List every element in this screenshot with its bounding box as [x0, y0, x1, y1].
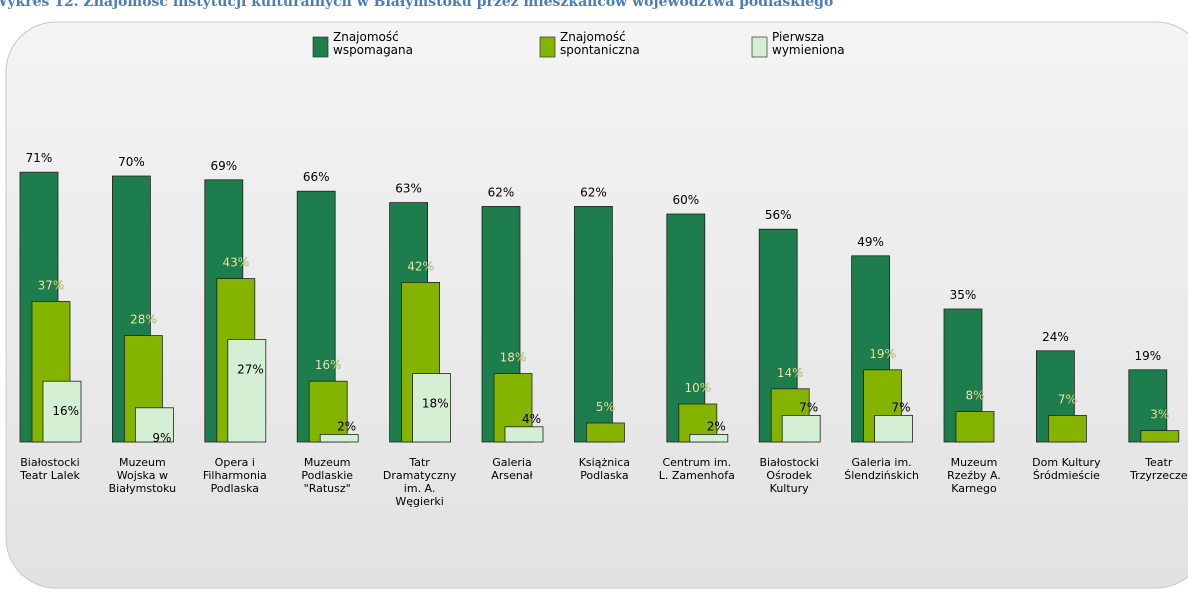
data-label: 9% — [152, 431, 171, 445]
x-tick-label: Teatr Trzyrzecze — [1130, 456, 1188, 482]
x-tick-label: Muzeum Wojska w Białymstoku — [108, 456, 177, 495]
data-label: 19% — [1134, 349, 1161, 363]
data-label: 4% — [522, 412, 541, 426]
legend-swatch — [539, 36, 556, 58]
x-tick-label: Dom Kultury Śródmieście — [1032, 456, 1101, 482]
bar — [42, 380, 82, 443]
data-label: 2% — [337, 419, 356, 433]
legend-label: Znajomość spontaniczna — [560, 30, 640, 57]
x-tick-label: Galeria Arsenał — [491, 456, 533, 482]
data-label: 71% — [26, 151, 53, 165]
data-label: 43% — [222, 256, 249, 270]
data-label: 18% — [422, 397, 449, 411]
legend-label: Pierwsza wymieniona — [772, 30, 845, 57]
data-label: 35% — [950, 288, 977, 302]
bar — [227, 338, 267, 443]
data-label: 27% — [237, 362, 264, 376]
data-label: 56% — [765, 208, 792, 222]
data-label: 70% — [118, 155, 145, 169]
bar — [134, 407, 174, 443]
data-label: 16% — [315, 358, 342, 372]
legend-swatch — [312, 36, 329, 58]
bar — [874, 414, 913, 443]
bar — [574, 205, 613, 443]
data-label: 8% — [965, 389, 984, 403]
x-tick-label: Tatr Dramatyczny im. A. Węgierki — [382, 456, 457, 508]
bar — [1140, 430, 1180, 443]
data-label: 62% — [488, 185, 515, 199]
data-label: 62% — [580, 185, 607, 199]
data-label: 3% — [1150, 408, 1169, 422]
chart-title: Wykres 12. Znajomość instytucji kultural… — [0, 0, 834, 10]
bar — [412, 373, 452, 443]
bar — [319, 433, 359, 443]
data-label: 19% — [869, 347, 896, 361]
bar — [689, 433, 729, 443]
data-label: 7% — [892, 400, 911, 414]
bar — [1048, 414, 1087, 443]
x-tick-label: Muzeum Rzeźby A. Karnego — [947, 456, 1001, 495]
x-tick-label: Opera i Filharmonia Podlaska — [202, 456, 267, 495]
data-label: 63% — [395, 182, 422, 196]
data-label: 66% — [303, 170, 330, 184]
x-tick-label: Muzeum Podlaskie "Ratusz" — [301, 456, 354, 495]
data-label: 2% — [707, 419, 726, 433]
x-tick-label: Galeria im. Ślendzińskich — [844, 456, 919, 482]
data-label: 42% — [407, 259, 434, 273]
data-label: 7% — [1058, 392, 1077, 406]
bar — [504, 426, 544, 443]
data-label: 10% — [684, 381, 711, 395]
data-label: 69% — [210, 159, 237, 173]
bar — [781, 414, 821, 443]
data-label: 37% — [38, 278, 65, 292]
data-label: 14% — [777, 366, 804, 380]
bar — [955, 411, 995, 443]
data-label: 49% — [857, 235, 884, 249]
x-tick-label: Centrum im. L. Zamenhofa — [658, 456, 735, 482]
legend-label: Znajomość wspomagana — [333, 30, 413, 57]
x-tick-label: Książnica Podlaska — [578, 456, 631, 482]
data-label: 60% — [672, 193, 699, 207]
data-label: 16% — [52, 404, 79, 418]
data-label: 24% — [1042, 330, 1069, 344]
data-label: 5% — [596, 400, 615, 414]
data-label: 7% — [799, 400, 818, 414]
x-tick-label: Białostocki Teatr Lalek — [20, 456, 80, 482]
legend-swatch — [751, 36, 768, 58]
data-label: 18% — [500, 351, 527, 365]
bar — [586, 422, 625, 443]
data-label: 28% — [130, 313, 157, 327]
x-tick-label: Białostocki Ośrodek Kultury — [759, 456, 819, 495]
